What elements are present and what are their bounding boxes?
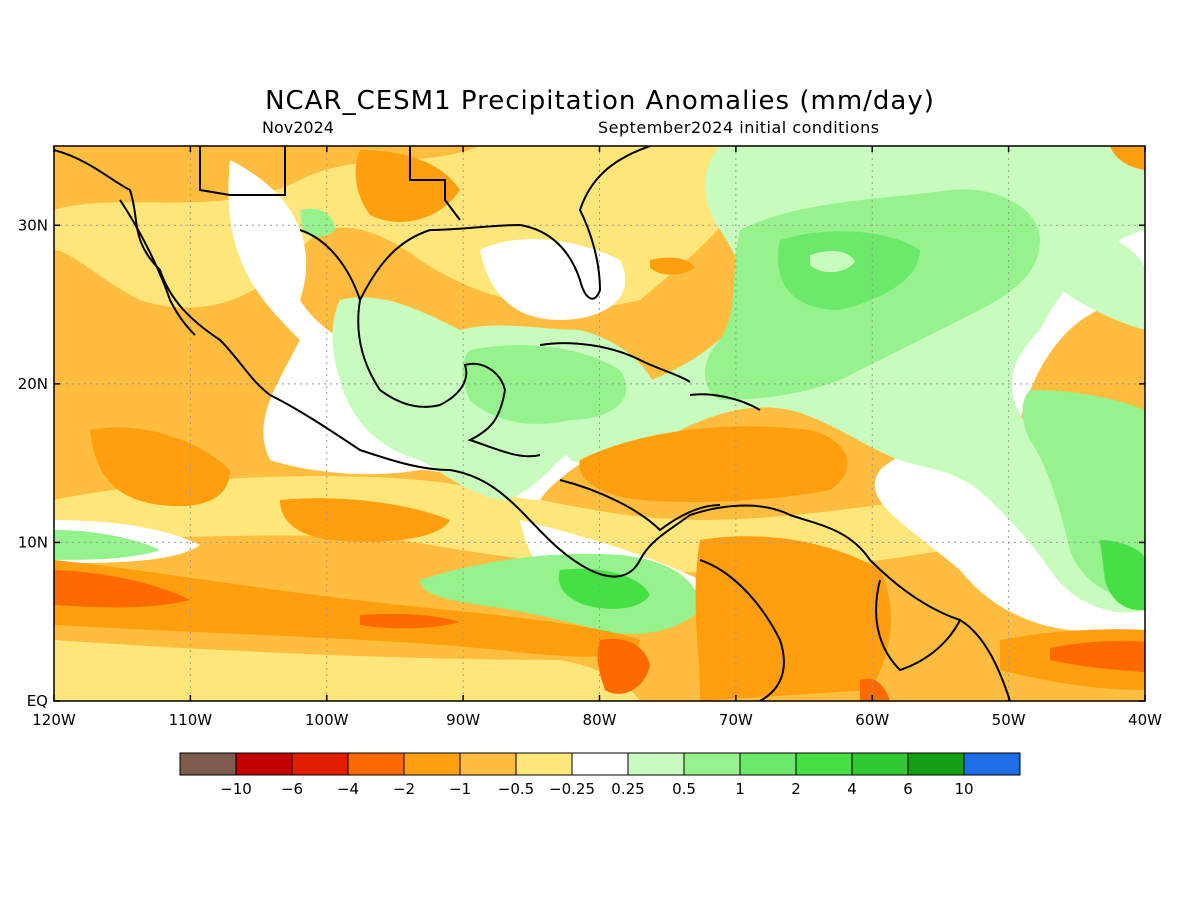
dry-corner-northeast <box>1110 146 1145 170</box>
colorbar-swatch <box>179 752 237 776</box>
colorbar-label: −10 <box>220 780 252 798</box>
dry-region-venezuela <box>695 536 891 701</box>
colorbar-swatch <box>235 752 293 776</box>
colorbar-label: 10 <box>954 780 973 798</box>
border-venezuela-colombia <box>699 559 785 701</box>
colorbar-label: 4 <box>847 780 857 798</box>
lon-tick-label: 120W <box>32 711 76 729</box>
colorbar-swatch <box>739 752 797 776</box>
colorbar-swatch <box>459 752 517 776</box>
colorbar-label: −1 <box>449 780 471 798</box>
colorbar-swatch <box>683 752 741 776</box>
colorbar-label: 0.5 <box>672 780 696 798</box>
colorbar-swatch <box>571 752 629 776</box>
wet-region-atlantic-east <box>1044 230 1145 330</box>
wet-region-caribbean-medium <box>462 345 627 424</box>
map-gridlines <box>54 146 1145 701</box>
yellow-band-equator <box>54 640 640 701</box>
dry-region-pacific-mid <box>280 498 450 542</box>
longitude-axis: 120W 110W 100W 90W 80W 70W 60W 50W 40W <box>32 146 1162 729</box>
wet-region-texas <box>300 208 335 237</box>
colorbar-swatch <box>515 752 573 776</box>
lon-tick-label: 40W <box>1128 711 1162 729</box>
lon-tick-label: 50W <box>992 711 1026 729</box>
colorbar-label: 2 <box>791 780 801 798</box>
coast-gulf-florida <box>359 146 651 301</box>
lat-tick-label: 30N <box>18 216 48 234</box>
wet-region-panama <box>420 553 700 634</box>
border-us-mexico <box>199 146 286 196</box>
dry-region-caribbean <box>579 426 848 502</box>
wet-region-atlantic-core <box>778 231 920 310</box>
colorbar-swatch <box>347 752 405 776</box>
forecast-month: Nov2024 <box>262 118 334 137</box>
colorbar-label: −6 <box>281 780 303 798</box>
colorbar: −10 −6 −4 −2 −1 −0.5 −0.25 0.25 0.5 1 2 4 6 10 <box>179 752 1021 798</box>
dry-core-pacific <box>54 570 190 608</box>
lon-tick-label: 110W <box>169 711 213 729</box>
lon-tick-label: 80W <box>583 711 617 729</box>
lon-tick-label: 100W <box>305 711 349 729</box>
colorbar-label: 1 <box>735 780 745 798</box>
map-title: NCAR_CESM1 Precipitation Anomalies (mm/d… <box>265 86 935 116</box>
initial-conditions-label: September2024 initial conditions <box>598 118 880 137</box>
wet-region-pacific <box>54 530 160 560</box>
wet-region-panama-core <box>558 568 650 609</box>
neutral-region-gulf <box>480 239 626 320</box>
colorbar-label: −4 <box>337 780 359 798</box>
wet-region-atlantic-spot <box>810 250 855 273</box>
dry-band-itcz <box>54 560 640 657</box>
colorbar-label: 0.25 <box>611 780 644 798</box>
dry-core-pacific-2 <box>360 613 460 629</box>
lat-tick-label: 20N <box>18 375 48 393</box>
colorbar-swatch <box>851 752 909 776</box>
wet-region-east-core <box>1100 540 1145 611</box>
colorbar-swatch <box>907 752 965 776</box>
dry-region-gulf-coast <box>355 150 460 222</box>
dry-core-colombia <box>597 638 650 694</box>
coast-hispaniola <box>689 393 761 411</box>
lat-tick-label: 10N <box>18 533 48 551</box>
coast-pacific-mainland <box>54 149 1011 701</box>
dry-spot-atlantic <box>650 257 695 275</box>
coast-caribbean-south <box>559 479 721 532</box>
lon-tick-label: 90W <box>446 711 480 729</box>
colorbar-label: −0.25 <box>549 780 595 798</box>
colorbar-swatch <box>627 752 685 776</box>
lon-tick-label: 70W <box>719 711 753 729</box>
border-us-states <box>409 146 461 221</box>
dry-region-pacific-west <box>90 427 230 507</box>
colorbar-swatch <box>795 752 853 776</box>
coast-baja <box>119 199 196 336</box>
coast-cuba <box>539 342 691 383</box>
colorbar-swatch <box>403 752 461 776</box>
dry-core-amazon <box>860 678 890 701</box>
colorbar-label: 6 <box>903 780 913 798</box>
lon-tick-label: 60W <box>855 711 889 729</box>
border-guianas <box>875 579 961 672</box>
colorbar-label: −2 <box>393 780 415 798</box>
coastlines <box>54 146 1011 701</box>
latitude-axis: EQ 10N 20N 30N <box>18 216 1145 710</box>
coast-gulf-yucatan <box>299 229 541 458</box>
colorbar-swatch <box>291 752 349 776</box>
dry-core-east <box>1050 640 1145 672</box>
colorbar-label: −0.5 <box>498 780 534 798</box>
lat-tick-label: EQ <box>27 692 48 710</box>
colorbar-swatch <box>963 752 1021 776</box>
